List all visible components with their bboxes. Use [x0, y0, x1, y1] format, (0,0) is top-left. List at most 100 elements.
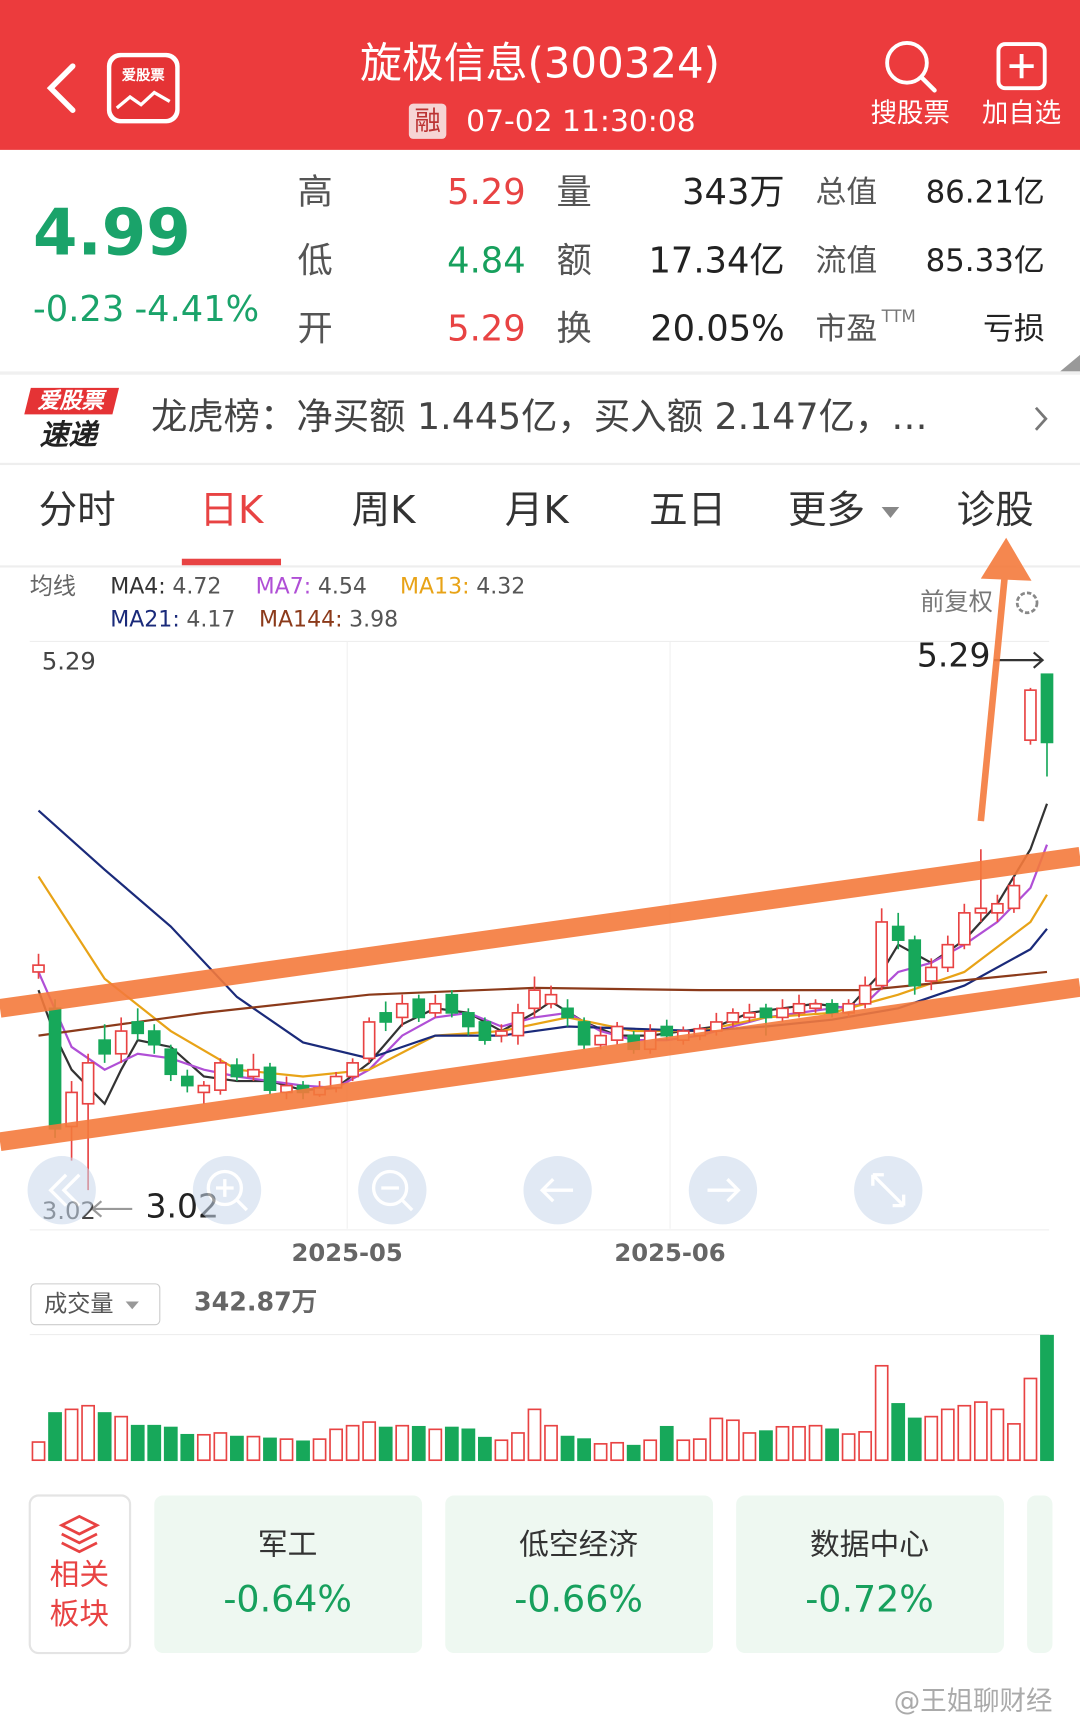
news-text[interactable]: 龙虎榜：净买额 1.445亿，买入额 2.147亿，… [151, 395, 928, 438]
news-logo-bg [24, 387, 120, 415]
search-action[interactable]: 搜股票 [871, 98, 950, 129]
annotation-arrow [977, 572, 1009, 822]
grid [346, 641, 671, 1229]
sector-change: -0.64% [223, 1577, 352, 1620]
volume-bar [263, 1437, 277, 1462]
sector-label-box[interactable] [28, 1494, 132, 1655]
candle-body [792, 1002, 806, 1014]
candle-body [230, 1064, 244, 1078]
candle-body [180, 1075, 194, 1087]
sector-card[interactable] [154, 1495, 423, 1654]
candle-body [214, 1062, 227, 1091]
legend-value: 4.17 [186, 607, 235, 632]
volume-bar [973, 1401, 988, 1462]
volume-bar [725, 1419, 740, 1462]
candle-body [858, 984, 872, 1005]
volume-bar [924, 1415, 939, 1462]
tab[interactable]: 月K [505, 488, 571, 533]
channel-lower [0, 978, 1080, 1151]
back-button[interactable] [46, 63, 76, 113]
news-chevron[interactable] [1034, 406, 1048, 431]
stat-label: 市盈 [816, 311, 878, 347]
candle-body [726, 1012, 740, 1023]
zoom-out-button[interactable] [358, 1156, 427, 1225]
volume-bar [610, 1441, 625, 1462]
search-icon[interactable] [885, 41, 929, 85]
volume-selector[interactable] [30, 1283, 161, 1326]
volume-bar [230, 1435, 244, 1462]
divider [0, 371, 1080, 375]
volume-current: 342.87万 [194, 1287, 317, 1317]
candle-body [478, 1021, 492, 1041]
sector-label: 相关 [50, 1557, 110, 1592]
tab[interactable]: 更多 [788, 488, 865, 533]
header-bar [0, 0, 1080, 150]
volume-bar [940, 1408, 955, 1462]
candle-body [809, 1002, 822, 1010]
candle-body [528, 989, 541, 1010]
stat-label: 量 [557, 172, 592, 213]
search-icon-handle [919, 74, 937, 93]
volume-bar [64, 1408, 79, 1462]
add-icon[interactable] [996, 42, 1047, 91]
legend-name: MA7: [256, 574, 312, 599]
stock-title: 旋极信息(300324) [360, 39, 720, 88]
x-tick-label: 2025-06 [614, 1238, 725, 1267]
candle-body [495, 1030, 508, 1037]
stat-value: 4.84 [447, 240, 526, 281]
x-axis: 2025-05 2025-06 [292, 1238, 726, 1267]
sector-card[interactable] [736, 1495, 1004, 1654]
volume-selector-label: 成交量 [44, 1291, 113, 1317]
divider [0, 565, 1080, 568]
legend-name: MA21: [110, 607, 180, 632]
stat-label: 高 [298, 172, 333, 213]
volume-bars [31, 1334, 1054, 1462]
price-change-pct: -4.41% [134, 289, 259, 330]
candle-body [164, 1048, 178, 1076]
zoom-in-button[interactable] [192, 1156, 262, 1225]
tab[interactable]: 五日 [649, 488, 726, 533]
volume-bar [775, 1425, 790, 1462]
candle-body [577, 1021, 591, 1046]
logo-text: 爱股票 [122, 67, 165, 84]
volume-bar [81, 1404, 96, 1462]
divider [0, 462, 1080, 466]
add-watch-action[interactable]: 加自选 [982, 98, 1061, 129]
sector-card[interactable] [445, 1495, 714, 1654]
volume-bar [478, 1436, 492, 1462]
tab[interactable]: 周K [352, 488, 418, 533]
price-change: -0.23 [33, 289, 124, 330]
volume-bar [874, 1364, 889, 1462]
volume-bar [428, 1428, 443, 1462]
volume-bar [312, 1438, 327, 1462]
candle-body [445, 993, 459, 1014]
candle-body [1007, 884, 1021, 910]
low-arrow [90, 1200, 133, 1218]
sector-change: -0.72% [805, 1577, 934, 1620]
news-logo-top: 爱股票 [37, 389, 107, 414]
tab[interactable]: 诊股 [957, 488, 1034, 533]
tab[interactable]: 日K [199, 488, 265, 533]
settings-icon[interactable] [1015, 591, 1039, 615]
volume-bar [279, 1438, 294, 1462]
chart-controls [27, 1156, 923, 1225]
volume-bar [527, 1408, 542, 1462]
volume-bar [841, 1433, 856, 1462]
news-logo-bottom: 速递 [40, 417, 101, 451]
volume-bar [163, 1426, 178, 1462]
candle-body [48, 1007, 62, 1130]
icon [707, 1178, 741, 1203]
volume-bar [48, 1412, 62, 1462]
indicator-label: 均线 [30, 574, 76, 600]
legend-value: 4.32 [476, 574, 525, 599]
volume-bar [329, 1428, 343, 1462]
candle-body [114, 1030, 128, 1055]
sector-card-partial [1027, 1495, 1053, 1654]
high-arrow [994, 651, 1045, 669]
stat-value: 86.21亿 [926, 174, 1045, 210]
tab[interactable]: 分时 [39, 488, 116, 533]
stat-value: 85.33亿 [926, 243, 1045, 279]
volume-bar [990, 1408, 1005, 1462]
adjust-mode[interactable]: 前复权 [920, 587, 993, 616]
